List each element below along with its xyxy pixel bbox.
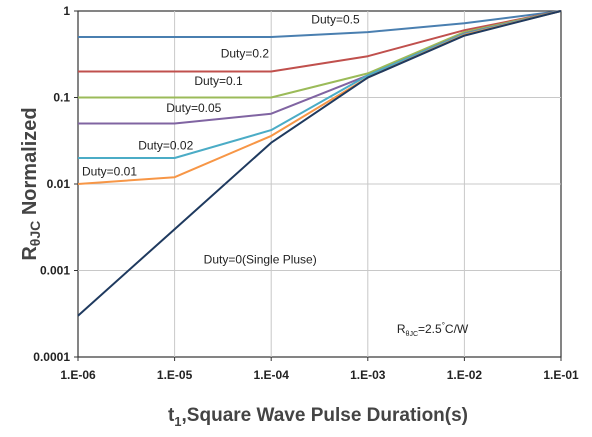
series-line bbox=[78, 10, 562, 99]
grid-lines bbox=[78, 11, 561, 357]
x-tick-label: 1.E-01 bbox=[543, 368, 579, 382]
y-axis-title: RθJC Normalized bbox=[19, 107, 43, 260]
thermal-resistance-annotation: RθJC=2.5°C/W bbox=[397, 321, 469, 338]
series-line bbox=[78, 10, 562, 38]
y-tick-label: 0.001 bbox=[40, 264, 70, 278]
x-tick-label: 1.E-06 bbox=[60, 368, 96, 382]
x-tick-label: 1.E-05 bbox=[157, 368, 193, 382]
series-label: Duty=0(Single Pluse) bbox=[204, 253, 317, 267]
x-tick-label: 1.E-04 bbox=[254, 368, 290, 382]
series-label: Duty=0.2 bbox=[221, 47, 270, 61]
y-tick-label: 0.01 bbox=[47, 177, 71, 191]
series-label: Duty=0.5 bbox=[311, 12, 360, 26]
series-line bbox=[78, 10, 562, 73]
series-label: Duty=0.05 bbox=[166, 101, 221, 115]
series-lines bbox=[77, 10, 562, 317]
x-tick-labels: 1.E-06 1.E-05 1.E-04 1.E-03 1.E-02 1.E-01 bbox=[60, 357, 579, 382]
x-tick-label: 1.E-03 bbox=[350, 368, 386, 382]
series-label: Duty=0.01 bbox=[82, 165, 137, 179]
y-tick-labels: 0.0001 0.001 0.01 0.1 1 bbox=[33, 4, 78, 364]
y-tick-label: 0.1 bbox=[53, 91, 70, 105]
series-labels: Duty=0.5 Duty=0.2 Duty=0.1 Duty=0.05 Duty=0.… bbox=[82, 12, 360, 266]
series-label: Duty=0.1 bbox=[194, 74, 243, 88]
y-tick-label: 0.0001 bbox=[33, 350, 70, 364]
y-tick-label: 1 bbox=[63, 4, 70, 18]
x-tick-label: 1.E-02 bbox=[447, 368, 483, 382]
x-axis-title: t1,Square Wave Pulse Duration(s) bbox=[168, 405, 468, 429]
series-line bbox=[77, 10, 562, 317]
series-label: Duty=0.02 bbox=[138, 139, 193, 153]
